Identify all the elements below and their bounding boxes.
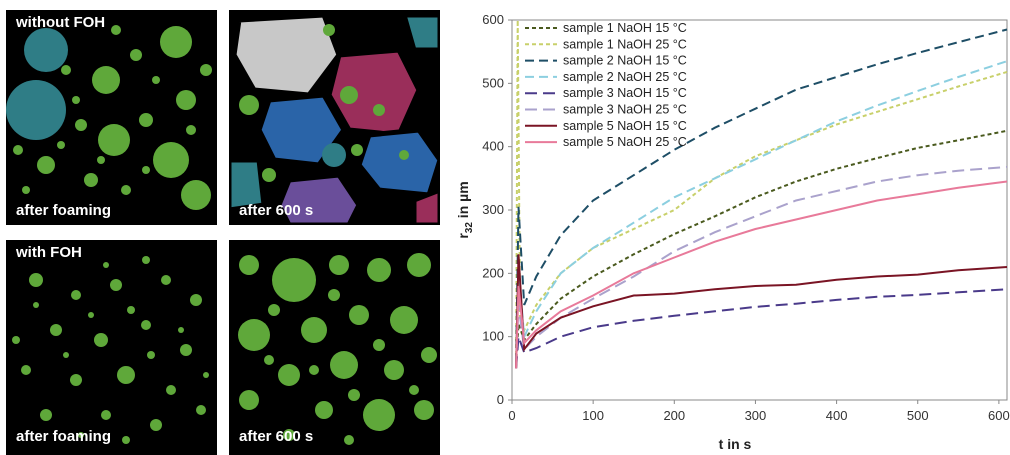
y-tick-label: 600 xyxy=(482,12,504,27)
chart-axes: 0 100 200 300 400 500 600 0 100 200 300 400 500 600 xyxy=(482,12,1009,423)
series-line-7 xyxy=(515,254,1008,369)
panel-bottom-label: after 600 s xyxy=(239,202,314,219)
x-tick-label: 400 xyxy=(826,408,848,423)
y-axis-label: r32 in µm xyxy=(455,181,475,238)
x-tick-label: 600 xyxy=(988,408,1010,423)
series-line-5 xyxy=(515,288,1008,369)
bubble-image xyxy=(12,256,209,444)
y-tick-label: 0 xyxy=(497,392,504,407)
legend-label-1: sample 1 NaOH 15 °C xyxy=(563,21,687,35)
r32-vs-time-chart: 0 100 200 300 400 500 600 0 100 200 300 400 500 600 s… xyxy=(455,12,1010,452)
series-line-6 xyxy=(515,165,1008,366)
series-line-8 xyxy=(515,180,1008,369)
legend-label-6: sample 3 NaOH 25 °C xyxy=(563,103,687,117)
y-axis-label-main: r xyxy=(455,233,471,239)
x-axis-label: t in s xyxy=(719,436,752,452)
bubble-image xyxy=(238,253,437,445)
micrograph-without-foh-after-foaming: without FOH after foaming xyxy=(6,10,217,225)
legend-label-3: sample 2 NaOH 15 °C xyxy=(563,54,687,68)
y-tick-label: 100 xyxy=(482,329,504,344)
legend-label-4: sample 2 NaOH 25 °C xyxy=(563,70,687,84)
y-axis-label-rest: in µm xyxy=(455,181,471,222)
x-tick-label: 0 xyxy=(508,408,515,423)
legend-label-5: sample 3 NaOH 15 °C xyxy=(563,86,687,100)
x-tick-label: 500 xyxy=(907,408,929,423)
legend-label-7: sample 5 NaOH 15 °C xyxy=(563,119,687,133)
chart-legend: sample 1 NaOH 15 °C sample 1 NaOH 25 °C sa… xyxy=(525,21,687,149)
panel-top-label: with FOH xyxy=(16,244,82,261)
panel-bottom-label: after 600 s xyxy=(239,428,314,445)
panel-bottom-label: after foaming xyxy=(16,202,112,219)
series-line-1 xyxy=(515,129,1008,366)
bubble-image xyxy=(6,25,212,210)
bubble-image xyxy=(229,12,440,225)
legend-label-2: sample 1 NaOH 25 °C xyxy=(563,37,687,51)
y-tick-label: 500 xyxy=(482,75,504,90)
series-line-3 xyxy=(515,28,1008,363)
panel-bottom-label: after foaming xyxy=(16,428,112,445)
series-line-4 xyxy=(515,60,1008,366)
y-tick-label: 200 xyxy=(482,265,504,280)
panel-top-label: without FOH xyxy=(16,14,106,31)
micrograph-with-foh-after-600s: after 600 s xyxy=(229,240,440,455)
legend-label-8: sample 5 NaOH 25 °C xyxy=(563,135,687,149)
series-line-2 xyxy=(515,19,1008,363)
x-tick-label: 200 xyxy=(663,408,685,423)
y-axis-label-sub: 32 xyxy=(464,222,475,234)
chart-series xyxy=(515,19,1008,369)
x-tick-label: 100 xyxy=(582,408,604,423)
micrograph-without-foh-after-600s: after 600 s xyxy=(229,10,440,225)
x-tick-label: 300 xyxy=(745,408,767,423)
y-tick-label: 300 xyxy=(482,202,504,217)
micrograph-with-foh-after-foaming: with FOH after foaming xyxy=(6,240,217,455)
y-tick-label: 400 xyxy=(482,139,504,154)
